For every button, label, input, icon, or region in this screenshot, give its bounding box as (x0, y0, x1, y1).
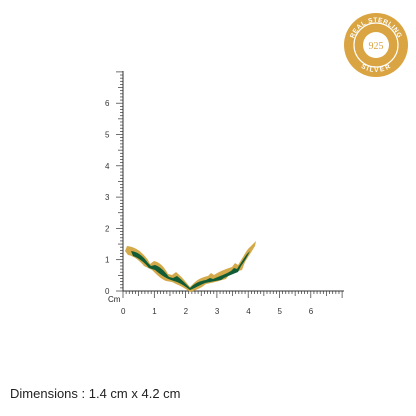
measurement-ruler: 0 1 2 3 4 5 6 0 1 2 3 4 5 6 Cm (105, 71, 344, 316)
x-tick-label: 2 (184, 307, 189, 316)
sterling-silver-badge: REAL STERLING SILVER 925 (344, 13, 408, 77)
x-tick-label: 3 (215, 307, 220, 316)
x-tick-label: 5 (278, 307, 283, 316)
vertical-ticks (116, 71, 123, 292)
x-tick-label: 4 (246, 307, 251, 316)
pendant-metal-outline (125, 241, 256, 292)
horizontal-tick-labels: 0 1 2 3 4 5 6 (121, 307, 314, 316)
badge-bottom-text: SILVER (360, 63, 392, 74)
y-tick-label: 1 (105, 256, 110, 265)
x-tick-label: 0 (121, 307, 126, 316)
pendant-product (125, 241, 256, 292)
y-tick-label: 0 (105, 287, 110, 296)
badge-center (363, 32, 389, 58)
horizontal-ticks (122, 291, 343, 298)
badge-center-text: 925 (369, 41, 384, 52)
svg-text:SILVER: SILVER (360, 63, 392, 74)
y-tick-label: 2 (105, 224, 110, 233)
y-tick-label: 4 (105, 162, 110, 171)
pendant-enamel-inlay (131, 251, 250, 290)
y-tick-label: 3 (105, 193, 110, 202)
y-tick-label: 5 (105, 131, 110, 140)
x-tick-label: 1 (152, 307, 157, 316)
x-tick-label: 6 (309, 307, 314, 316)
unit-label: Cm (108, 295, 121, 304)
vertical-tick-labels: 0 1 2 3 4 5 6 (105, 99, 110, 296)
dimensions-caption: Dimensions : 1.4 cm x 4.2 cm (10, 386, 181, 401)
y-tick-label: 6 (105, 99, 110, 108)
badge-inner-ring (353, 22, 399, 68)
